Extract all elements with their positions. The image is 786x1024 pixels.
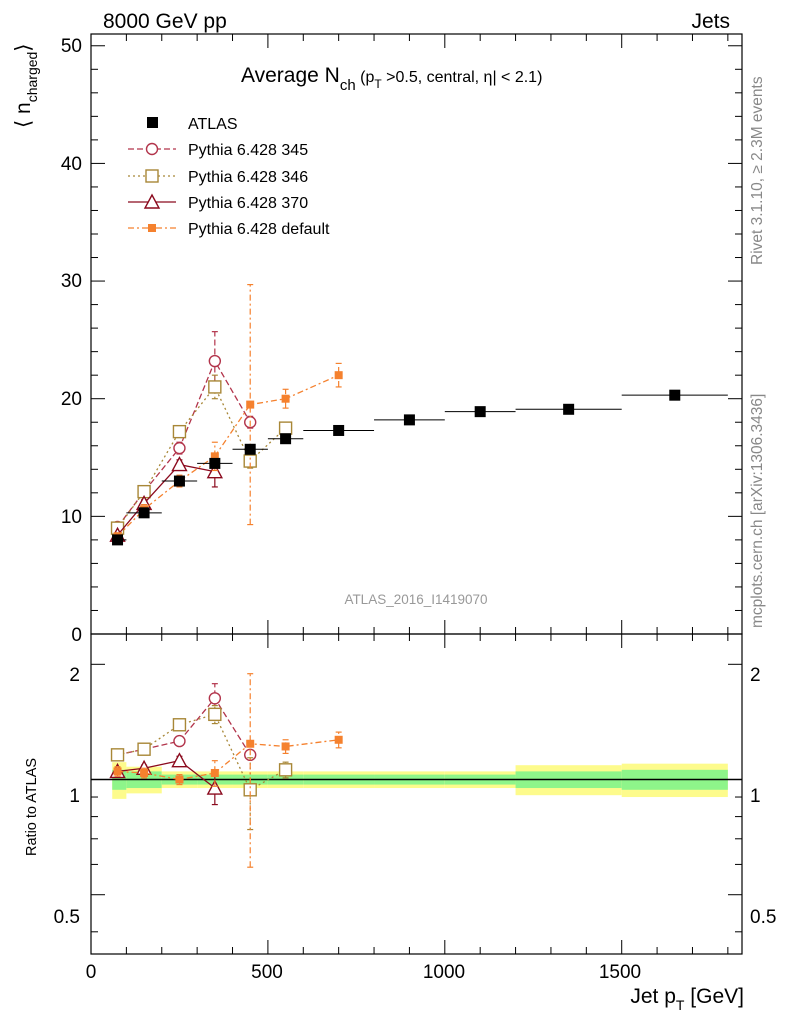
legend: ATLAS Pythia 6.428 345 Pythia 6.428 346 … (128, 116, 330, 238)
legend-pdef-marker (148, 224, 156, 232)
xlabel-main: Jet p (630, 985, 676, 1008)
series-p346-point-3 (208, 380, 222, 394)
main-title-cond1: (p (356, 69, 375, 86)
mcplots-label: mcplots.cern.ch [arXiv:1306.3436] (749, 394, 766, 628)
top-ylabel-sub: charged (24, 52, 40, 103)
atlas-point-0 (112, 534, 124, 546)
atlas-point-8 (474, 406, 486, 418)
legend-atlas: ATLAS (188, 116, 238, 133)
main-title-sub: ch (340, 77, 356, 94)
series-p345 (111, 331, 257, 762)
atlas-point-7 (403, 414, 415, 426)
series-p346 (110, 374, 293, 831)
series-p346-point-5 (278, 421, 293, 435)
top-ytick-30: 30 (61, 271, 82, 292)
analysis-watermark: ATLAS_2016_I1419070 (344, 592, 487, 607)
main-title-cond2: >0.5, central, η| < 2.1) (382, 69, 543, 86)
ratio-ytick-right-2: 2 (750, 665, 761, 686)
atlas-point-9 (563, 403, 575, 415)
top-ytick-0: 0 (71, 625, 82, 646)
atlas-point-1 (138, 507, 150, 519)
series-p346-point-2 (172, 424, 187, 439)
series-p346-ratio-point-2 (172, 718, 187, 732)
top-ytick-20: 20 (61, 389, 82, 410)
header-jets: Jets (691, 10, 730, 33)
ratio-frame (90, 633, 743, 955)
series-pdef-ratio-point-0 (113, 767, 122, 776)
ratio-ytick-right-0.5: 0.5 (750, 907, 776, 928)
xlabel: Jet pT [GeV] (630, 985, 744, 1013)
series-pdef-ratio-point-6 (334, 735, 343, 744)
series-pdef-ratio-point-1 (140, 768, 149, 777)
series-pdef-ratio-point-5 (281, 742, 290, 751)
top-ylabel-main: ⟨ n (12, 102, 35, 128)
main-title-cond-sub: T (374, 77, 382, 91)
data-layer (109, 283, 728, 868)
legend-p370-marker (143, 193, 161, 209)
series-p346-ratio-point-3 (208, 707, 222, 722)
series-p370-line (117, 463, 215, 536)
series-p345-point-3 (208, 354, 222, 368)
top-ylabel-end: ⟩ (12, 43, 35, 51)
axis-ticks (90, 34, 742, 954)
atlas-point-4 (244, 443, 256, 455)
series-pdef-point-6 (334, 371, 343, 380)
top-ytick-50: 50 (61, 36, 82, 57)
series-pdef-line (117, 374, 339, 537)
series-pdef-point-4 (246, 400, 255, 409)
legend-pdef: Pythia 6.428 default (188, 221, 330, 238)
xtick-500: 500 (251, 962, 283, 983)
top-ytick-40: 40 (61, 154, 82, 175)
xlabel-unit: [GeV] (684, 985, 744, 1008)
atlas-point-5 (280, 433, 292, 445)
series-p370-ratio-line (117, 759, 216, 789)
xtick-1500: 1500 (599, 962, 641, 983)
atlas-point-6 (333, 424, 345, 436)
series-p370-ratio-point-2 (171, 752, 188, 768)
ratio-ylabel: Ratio to ATLAS (24, 758, 40, 856)
xlabel-sub: T (676, 997, 685, 1013)
legend-p345: Pythia 6.428 345 (188, 142, 308, 159)
ratio-ytick-left-2: 2 (69, 665, 80, 686)
series-p370-point-2 (171, 456, 188, 472)
series-pdef-ratio-point-2 (175, 775, 184, 784)
legend-atlas-marker (147, 117, 158, 128)
rivet-label: Rivet 3.1.10, ≥ 2.3M events (749, 76, 766, 265)
series-p345-ratio-point-3 (208, 692, 222, 705)
atlas-point-2 (173, 475, 185, 487)
series-p345-point-2 (173, 441, 186, 455)
main-title-prefix: Average N (241, 64, 340, 87)
ratio-ytick-left-0.5: 0.5 (54, 907, 80, 928)
ratio-ytick-right-1: 1 (750, 786, 761, 807)
xtick-0: 0 (86, 962, 97, 983)
series-p370-point-3 (206, 463, 224, 479)
series-pdef-ratio-point-3 (210, 768, 219, 777)
ratio-ytick-left-1: 1 (69, 786, 80, 807)
atlas-point-3 (209, 457, 221, 469)
top-ytick-10: 10 (61, 507, 82, 528)
xtick-1000: 1000 (423, 962, 465, 983)
series-p346-ratio-point-0 (110, 748, 125, 762)
legend-p370: Pythia 6.428 370 (188, 195, 308, 212)
legend-p346: Pythia 6.428 346 (188, 169, 308, 186)
series-p345-ratio-point-2 (173, 734, 186, 748)
series-p346-ratio-point-5 (278, 763, 293, 777)
series-p346-ratio-point-1 (137, 742, 151, 756)
top-ylabel: ⟨ ncharged⟩ (12, 43, 40, 128)
legend-p345-marker (145, 142, 159, 156)
header-process: 8000 GeV pp (103, 10, 227, 33)
main-title: Average Nch (pT >0.5, central, η| < 2.1) (241, 64, 542, 94)
series-atlas (112, 389, 728, 546)
atlas-point-10 (669, 389, 681, 401)
legend-p346-marker (145, 169, 159, 183)
series-p370-ratio-point-3 (206, 779, 224, 795)
series-pdef-point-3 (210, 452, 219, 461)
series-pdef-point-5 (281, 394, 290, 403)
series-pdef-ratio-point-4 (246, 739, 255, 748)
